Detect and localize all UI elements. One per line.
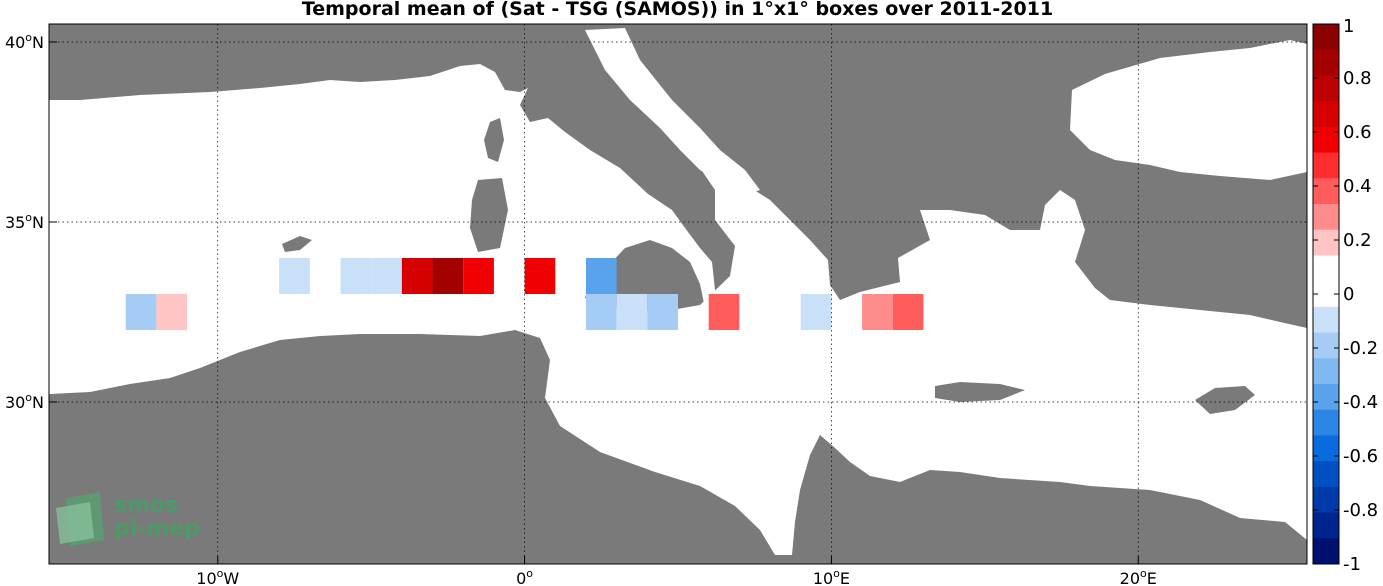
atlantic-sea [49,344,135,394]
logo-line1: smos [114,493,178,518]
colorbar-segment [1313,461,1339,488]
colorbar-tick-label: 1 [1343,16,1354,37]
heat-cell [371,258,402,294]
logo-line2: pi-mep [114,516,200,541]
colorbar-segment [1313,435,1339,462]
colorbar-tick-label: 0.6 [1343,122,1372,143]
colorbar-segment [1313,49,1339,76]
colorbar-tick-label: -0.2 [1343,338,1378,359]
lat-tick-label: 40oN [5,31,44,52]
gridlines [49,24,1307,564]
colorbar-tick-label: 0 [1343,284,1354,305]
heat-cell [156,294,188,330]
colorbar-segment [1313,255,1339,282]
heat-cell [616,294,648,330]
colorbar-segment [1313,512,1339,539]
colorbar-segment [1313,538,1339,565]
heat-cell [524,258,556,294]
colorbar-segment [1313,75,1339,102]
colorbar-segment [1313,384,1339,411]
colorbar-segment [1313,24,1339,51]
smos-pi-mep-logo: smos pi-mep [56,492,200,546]
colorbar-tick-label: -0.8 [1343,500,1378,521]
colorbar-tick-label: 0.2 [1343,230,1372,251]
longitude-axis: 10oW 0o 10oE 20oE [196,556,1157,586]
colorbar-segment [1313,178,1339,205]
colorbar-segment [1313,229,1339,256]
heat-cell [401,258,433,294]
balearic-island [282,236,312,252]
heat-cell [892,330,924,366]
heat-cell [647,294,678,330]
map-frame [48,23,1308,565]
lat-tick-label: 35oN [5,211,44,232]
corsica-island [484,118,504,162]
colorbar: 1 0.8 0.6 0.4 0.2 0 -0.2 -0.4 -0.6 -0.8 -1 [1312,16,1378,575]
heat-cell [217,294,249,330]
heat-cell [800,294,832,330]
map-title: Temporal mean of (Sat - TSG (SAMOS)) in … [301,0,1054,20]
heat-cell [432,258,464,294]
lat-tick-label: 30oN [5,391,44,412]
logo-wave-icon [56,502,94,544]
sardinia-island [470,178,508,252]
heat-cell [125,294,157,330]
lon-tick-label: 20oE [1120,567,1157,586]
black-sea [1070,40,1307,180]
adriatic-sea [585,28,760,195]
colorbar-segment [1313,306,1339,334]
heat-cell [463,258,494,294]
lon-tick-label: 10oW [196,567,239,586]
lon-tick-label: 10oE [813,567,850,586]
heat-cell [279,258,310,294]
colorbar-tick-label: -1 [1343,554,1361,575]
heat-cell [923,294,955,330]
colorbar-tick-label: -0.6 [1343,446,1378,467]
colorbar-segment [1313,409,1339,436]
lon-tick-label: 0o [516,567,533,586]
colorbar-segment [1313,101,1339,128]
cyprus-island [1195,386,1255,414]
colorbar-segment [1313,332,1339,359]
heat-cell [585,294,617,330]
heat-cell [585,258,617,294]
heat-cell [708,294,740,330]
colorbar-segment [1313,152,1339,179]
heatmap-cells [125,258,955,366]
latitude-axis: 40oN 35oN 30oN [5,31,57,412]
crete-island [935,382,1025,402]
heat-cell [892,294,924,330]
heat-cell [340,258,372,294]
colorbar-tick-label: 0.4 [1343,176,1372,197]
colorbar-segment [1313,358,1339,385]
colorbar-segment [1313,486,1339,514]
colorbar-tick-label: -0.4 [1343,392,1378,413]
heat-cell [248,294,280,330]
colorbar-segment [1313,204,1339,231]
heat-cell [862,294,893,330]
colorbar-tick-label: 0.8 [1343,68,1372,89]
colorbar-segment [1313,126,1339,154]
